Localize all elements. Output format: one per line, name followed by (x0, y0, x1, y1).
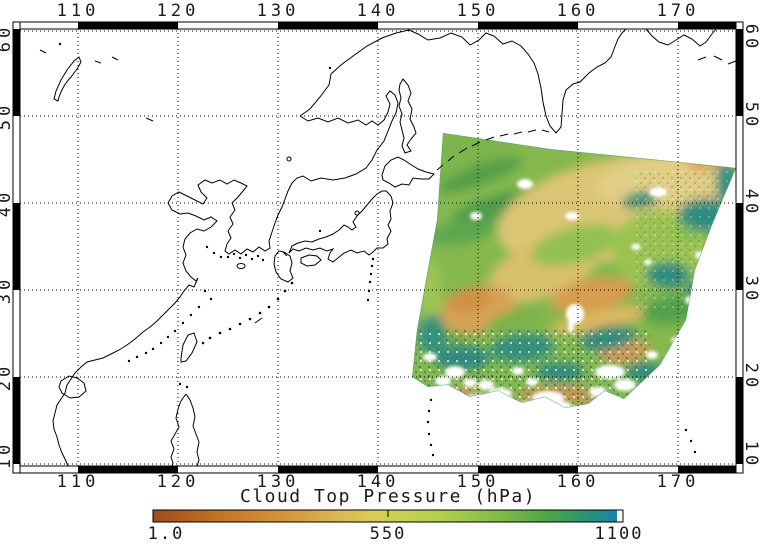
island-specks (58, 42, 697, 457)
lat-label-left-60: 60 (0, 23, 15, 53)
lon-label-bottom-110: 110 (56, 472, 100, 492)
lon-label-bottom-160: 160 (556, 472, 600, 492)
colorbar-min-label: 1.0 (147, 524, 185, 544)
lat-label-right-30: 30 (741, 275, 761, 305)
lon-label-top-140: 140 (356, 1, 400, 21)
lat-label-right-60: 60 (741, 23, 761, 53)
lon-label-top-110: 110 (56, 1, 100, 21)
lon-label-bottom-170: 170 (656, 472, 700, 492)
colorbar-title: Cloud Top Pressure (hPa) (239, 486, 537, 507)
lon-label-top-160: 160 (556, 1, 600, 21)
map-frame (12, 21, 744, 474)
lon-label-top-150: 150 (456, 1, 500, 21)
lon-label-bottom-120: 120 (156, 472, 200, 492)
lon-label-bottom-130: 130 (256, 472, 300, 492)
colorbar-mid-label: 550 (369, 524, 407, 544)
lat-label-left-10: 10 (0, 440, 15, 470)
lat-label-right-10: 10 (741, 440, 761, 470)
colorbar-graphic (152, 509, 624, 523)
lat-label-right-40: 40 (741, 188, 761, 218)
colorbar-max-label: 1100 (594, 524, 644, 544)
coastline-layer (39, 28, 737, 467)
lat-label-right-50: 50 (741, 101, 761, 131)
lat-label-left-50: 50 (0, 101, 15, 131)
lat-label-left-20: 20 (0, 362, 15, 392)
lon-label-top-170: 170 (656, 1, 700, 21)
lat-label-left-40: 40 (0, 188, 15, 218)
lon-label-top-120: 120 (156, 1, 200, 21)
lon-label-top-130: 130 (256, 1, 300, 21)
lat-label-left-30: 30 (0, 275, 15, 305)
lat-label-right-20: 20 (741, 362, 761, 392)
graticule (20, 29, 736, 466)
data-swath (412, 133, 736, 408)
lon-label-bottom-150: 150 (456, 472, 500, 492)
lon-label-bottom-140: 140 (356, 472, 400, 492)
